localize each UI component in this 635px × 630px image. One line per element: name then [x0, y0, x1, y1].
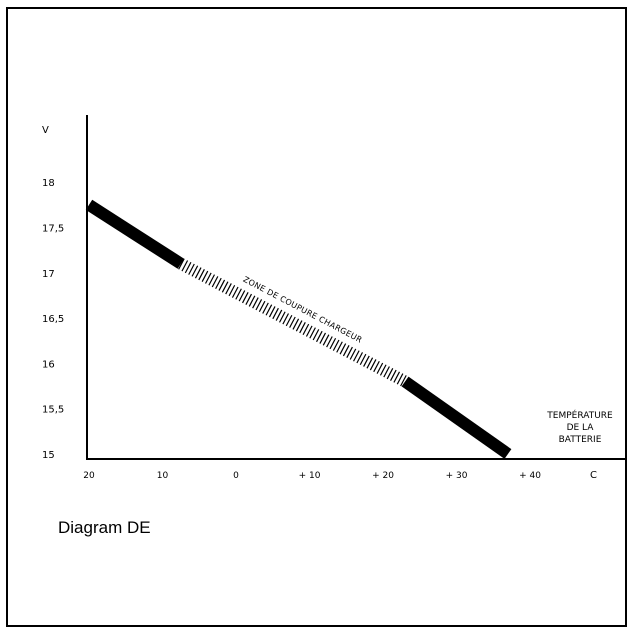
series-segment-hatched: [178, 258, 408, 387]
y-tick-label: 16: [42, 359, 55, 370]
annotation-line: DE LA: [567, 423, 595, 433]
battery-temperature-annotation: TEMPÉRATURE DE LA BATTERIE: [546, 409, 613, 445]
x-tick-label: 0: [233, 471, 239, 481]
x-tick-label: + 10: [299, 471, 321, 481]
series-segment-solid: [85, 199, 185, 269]
x-tick-label: 10: [157, 471, 169, 481]
annotation-line: BATTERIE: [559, 435, 602, 445]
annotation-line: TEMPÉRATURE: [546, 409, 613, 421]
x-tick-labels: 20 10 0 + 10 + 20 + 30 + 40: [83, 471, 541, 481]
y-axis-unit: V: [42, 125, 49, 136]
series-segment-solid: [401, 376, 512, 459]
y-tick-label: 17: [42, 269, 55, 280]
y-tick-label: 16,5: [42, 314, 64, 325]
y-tick-label: 15: [42, 450, 55, 461]
diagram-caption: Diagram DE: [58, 518, 151, 537]
x-tick-label: + 40: [519, 471, 541, 481]
figure-frame: [6, 7, 627, 627]
x-tick-label: + 30: [446, 471, 468, 481]
y-tick-label: 17,5: [42, 224, 64, 235]
x-tick-label: + 20: [372, 471, 394, 481]
x-tick-label: 20: [83, 471, 95, 481]
y-tick-label: 18: [42, 178, 55, 189]
x-axis-unit: C: [590, 470, 597, 481]
series-charger-cutoff: [85, 199, 512, 459]
y-tick-label: 15,5: [42, 405, 64, 416]
y-tick-labels: 15 15,5 16 16,5 17 17,5 18: [42, 178, 64, 461]
